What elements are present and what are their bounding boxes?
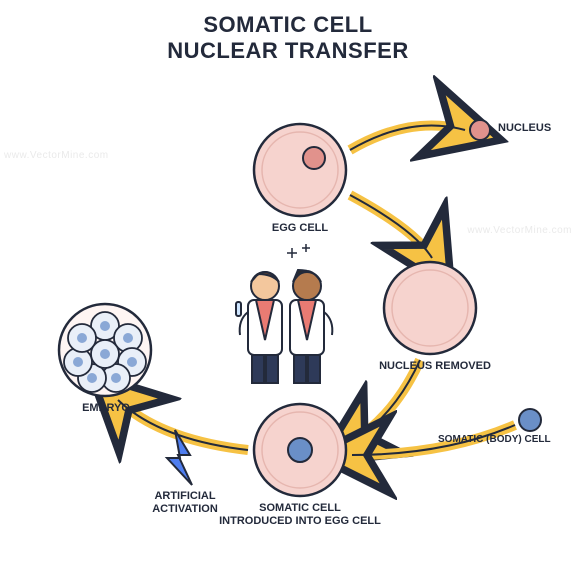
watermark-left: www.VectorMine.com	[4, 150, 109, 161]
title-line1: SOMATIC CELL	[0, 12, 576, 38]
embryo-icon	[59, 304, 151, 396]
label-artificial-l2: ACTIVATION	[130, 503, 240, 516]
label-artificial-l1: ARTIFICIAL	[130, 490, 240, 503]
label-nucleus: NUCLEUS	[498, 122, 551, 135]
label-egg-cell: EGG CELL	[260, 222, 340, 235]
nucleus-out-icon	[470, 120, 490, 140]
somatic-cell-icon	[519, 409, 541, 431]
egg-cell-icon	[254, 124, 346, 216]
spark-icon	[167, 430, 192, 485]
introduced-cell-icon	[254, 404, 346, 496]
arrows	[118, 126, 515, 456]
diagram-svg	[0, 0, 576, 576]
label-embryo: EMBRYO	[66, 402, 146, 415]
title-line2: NUCLEAR TRANSFER	[0, 38, 576, 64]
label-artificial: ARTIFICIAL ACTIVATION	[130, 490, 240, 515]
nucleus-removed-icon	[384, 262, 476, 354]
scientists-icon	[236, 244, 332, 383]
diagram-canvas: { "title": { "line1": "SOMATIC CELL", "l…	[0, 0, 576, 576]
label-somatic-body: SOMATIC (BODY) CELL	[438, 434, 576, 446]
diagram-title: SOMATIC CELL NUCLEAR TRANSFER	[0, 12, 576, 65]
arrow-egg-to-removed	[350, 195, 432, 258]
arrow-egg-to-nucleus	[350, 126, 465, 151]
label-somatic-intro-l2: INTRODUCED INTO EGG CELL	[200, 515, 400, 528]
watermark-right: www.VectorMine.com	[467, 225, 572, 236]
label-nucleus-removed: NUCLEUS REMOVED	[370, 360, 500, 373]
